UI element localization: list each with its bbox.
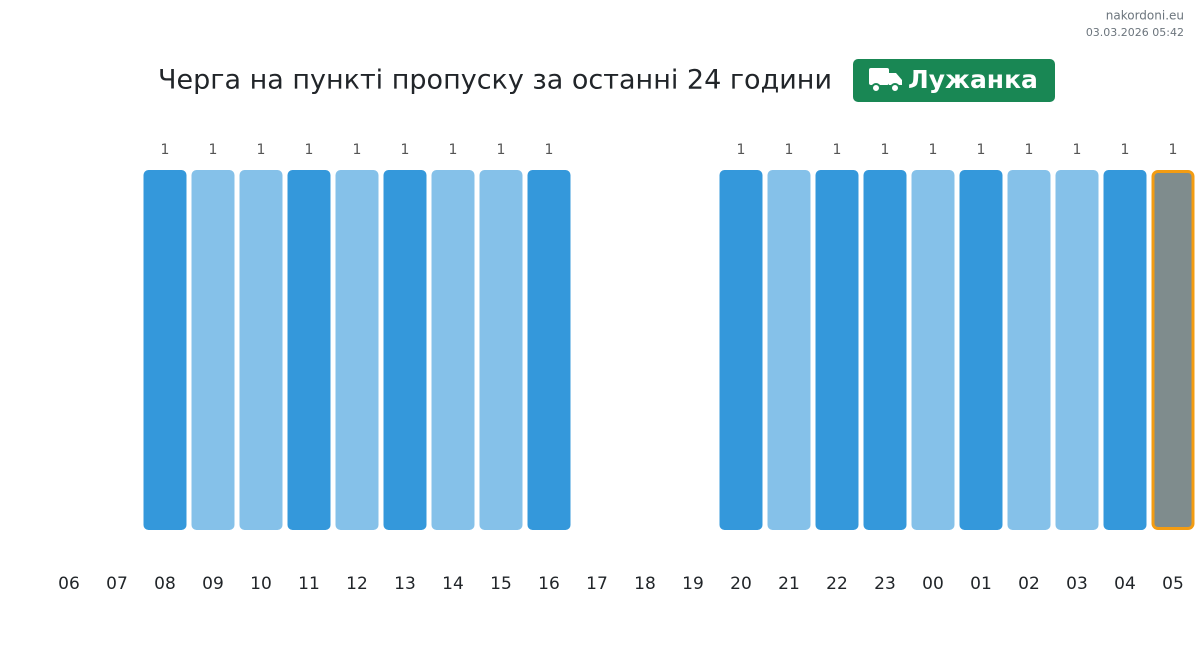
x-tick-label: 17 [586,574,608,594]
x-tick-label: 20 [730,574,752,594]
bar [767,170,811,530]
x-tick-label: 09 [202,574,224,594]
value-label: 1 [977,142,986,158]
bar [431,170,475,530]
value-label: 1 [833,142,842,158]
x-tick-label: 04 [1114,574,1136,594]
x-tick-label: 10 [250,574,272,594]
x-tick-label: 12 [346,574,368,594]
bar [815,170,859,530]
timestamp: 03.03.2026 05:42 [1086,26,1184,39]
x-tick-label: 11 [298,574,320,594]
value-label: 1 [1121,142,1130,158]
value-label: 1 [785,142,794,158]
chart-title: Черга на пункті пропуску за останні 24 г… [158,65,832,96]
value-label: 1 [449,142,458,158]
bar [719,170,763,530]
x-tick-label: 18 [634,574,656,594]
x-tick-label: 00 [922,574,944,594]
value-label: 1 [497,142,506,158]
bar [287,170,331,530]
x-tick-label: 03 [1066,574,1088,594]
x-tick-label: 21 [778,574,800,594]
bar [383,170,427,530]
x-tick-label: 22 [826,574,848,594]
value-label: 1 [161,142,170,158]
x-tick-label: 23 [874,574,896,594]
value-label: 1 [929,142,938,158]
value-label: 1 [1025,142,1034,158]
bar [479,170,523,530]
x-tick-label: 15 [490,574,512,594]
bar [191,170,235,530]
bar [239,170,283,530]
value-label: 1 [353,142,362,158]
bar [911,170,955,530]
x-tick-label: 16 [538,574,560,594]
x-tick-label: 19 [682,574,704,594]
value-label: 1 [209,142,218,158]
bar [1007,170,1051,530]
x-tick-label: 08 [154,574,176,594]
source: nakordoni.eu [1106,9,1184,23]
truck-icon [869,68,902,93]
bar [335,170,379,530]
value-label: 1 [1169,142,1178,158]
value-label: 1 [401,142,410,158]
x-tick-label: 05 [1162,574,1184,594]
bar [959,170,1003,530]
x-tick-label: 02 [1018,574,1040,594]
value-label: 1 [257,142,266,158]
value-label: 1 [1073,142,1082,158]
value-label: 1 [881,142,890,158]
bar [1151,170,1195,530]
bar [527,170,571,530]
x-tick-label: 01 [970,574,992,594]
bar [143,170,187,530]
value-label: 1 [545,142,554,158]
x-tick-label: 06 [58,574,80,594]
badge [853,59,1055,102]
x-tick-label: 13 [394,574,416,594]
x-tick-label: 14 [442,574,464,594]
value-label: 1 [737,142,746,158]
bar [863,170,907,530]
badge-label: Лужанка [908,65,1038,94]
value-label: 1 [305,142,314,158]
x-tick-label: 07 [106,574,128,594]
bar [1055,170,1099,530]
bar [1103,170,1147,530]
